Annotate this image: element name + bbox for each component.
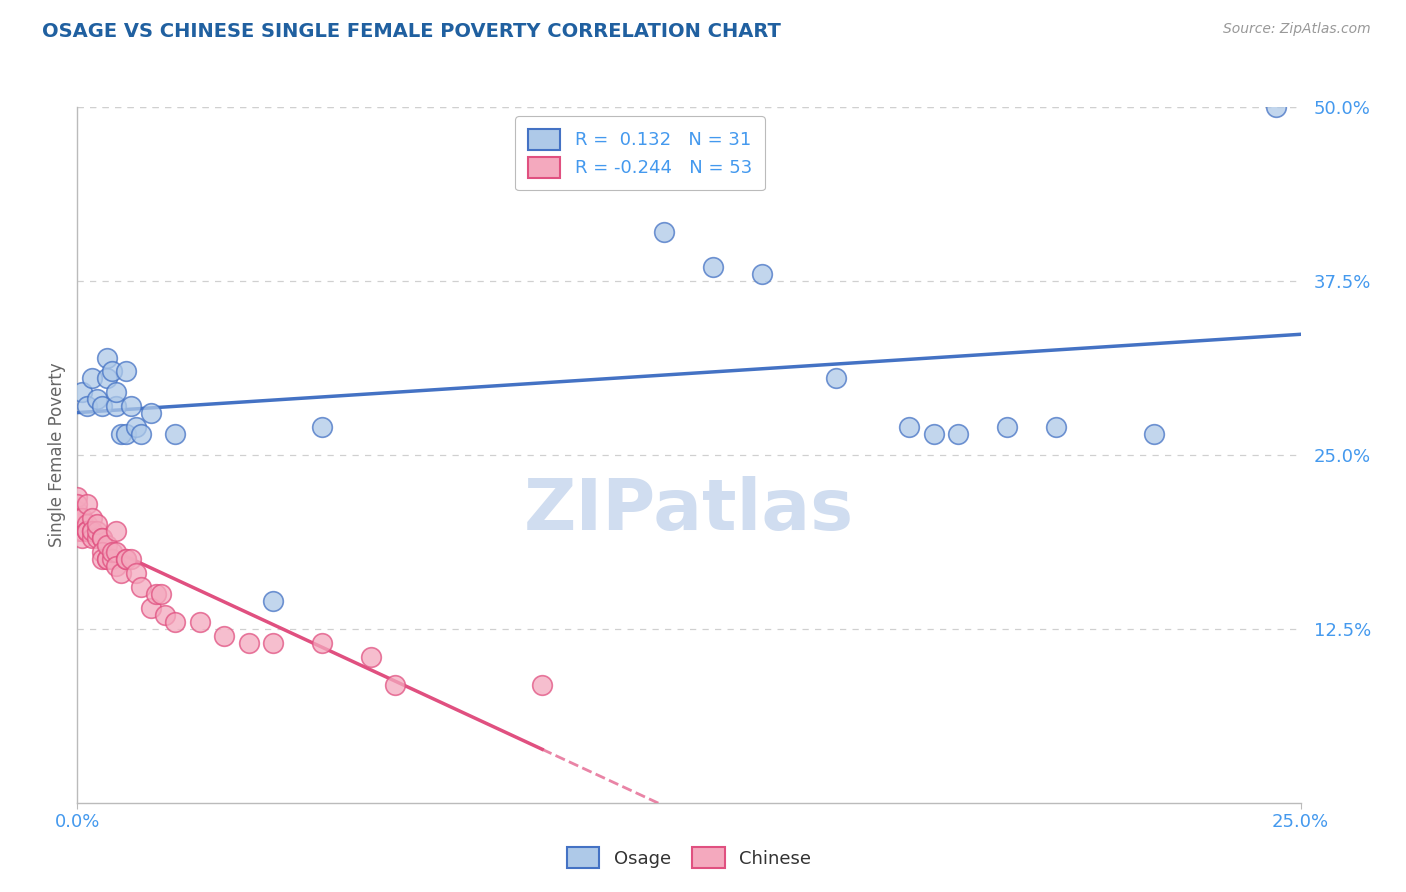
Point [105, 559, 128, 574]
Point [702, 260, 724, 274]
Point [76, 524, 98, 539]
Point [1045, 420, 1067, 434]
Point [105, 399, 128, 413]
Point [100, 545, 122, 559]
Point [125, 566, 148, 581]
Text: ZIPatlas: ZIPatlas [524, 476, 853, 545]
Point [86, 532, 108, 546]
Point [66, 510, 89, 524]
Point [100, 552, 122, 566]
Point [165, 615, 187, 629]
Point [90, 532, 112, 546]
Point [129, 580, 152, 594]
Point [70, 510, 93, 524]
Point [80, 371, 103, 385]
Point [105, 524, 128, 539]
Point [115, 427, 138, 442]
Point [212, 629, 235, 643]
Point [145, 587, 167, 601]
Point [96, 552, 118, 566]
Point [654, 225, 676, 239]
Point [129, 427, 152, 442]
Point [90, 545, 112, 559]
Point [70, 524, 93, 539]
Legend: Osage, Chinese: Osage, Chinese [558, 838, 820, 877]
Point [80, 510, 103, 524]
Point [96, 371, 118, 385]
Point [66, 490, 89, 504]
Point [110, 566, 132, 581]
Point [384, 677, 406, 691]
Point [70, 510, 93, 524]
Point [76, 524, 98, 539]
Point [311, 636, 333, 650]
Point [105, 545, 128, 559]
Point [90, 552, 112, 566]
Point [105, 385, 128, 400]
Point [66, 497, 89, 511]
Point [96, 351, 118, 365]
Point [898, 420, 921, 434]
Point [139, 406, 162, 420]
Point [66, 503, 89, 517]
Point [80, 524, 103, 539]
Point [922, 427, 945, 442]
Point [946, 427, 969, 442]
Point [76, 524, 98, 539]
Point [262, 636, 284, 650]
Text: OSAGE VS CHINESE SINGLE FEMALE POVERTY CORRELATION CHART: OSAGE VS CHINESE SINGLE FEMALE POVERTY C… [42, 22, 782, 41]
Point [70, 385, 93, 400]
Point [86, 392, 108, 407]
Point [238, 636, 260, 650]
Point [76, 399, 98, 413]
Point [90, 532, 112, 546]
Point [360, 649, 382, 664]
Point [125, 420, 148, 434]
Point [311, 420, 333, 434]
Point [188, 615, 211, 629]
Point [115, 552, 138, 566]
Point [80, 524, 103, 539]
Point [90, 399, 112, 413]
Point [149, 587, 172, 601]
Point [115, 364, 138, 378]
Point [115, 552, 138, 566]
Point [120, 552, 142, 566]
Point [76, 497, 98, 511]
Point [1265, 100, 1288, 114]
Point [96, 538, 118, 552]
Point [824, 371, 846, 385]
Point [262, 594, 284, 608]
Point [100, 364, 122, 378]
Point [86, 524, 108, 539]
Point [120, 399, 142, 413]
Point [70, 524, 93, 539]
Point [751, 267, 773, 281]
Y-axis label: Single Female Poverty: Single Female Poverty [48, 363, 66, 547]
Point [76, 517, 98, 532]
Point [80, 532, 103, 546]
Point [995, 420, 1018, 434]
Point [165, 427, 187, 442]
Point [110, 427, 132, 442]
Point [139, 601, 162, 615]
Point [96, 552, 118, 566]
Point [70, 532, 93, 546]
Point [531, 677, 554, 691]
Point [66, 524, 89, 539]
Point [86, 517, 108, 532]
Point [1143, 427, 1166, 442]
Point [155, 607, 177, 622]
Text: Source: ZipAtlas.com: Source: ZipAtlas.com [1223, 22, 1371, 37]
